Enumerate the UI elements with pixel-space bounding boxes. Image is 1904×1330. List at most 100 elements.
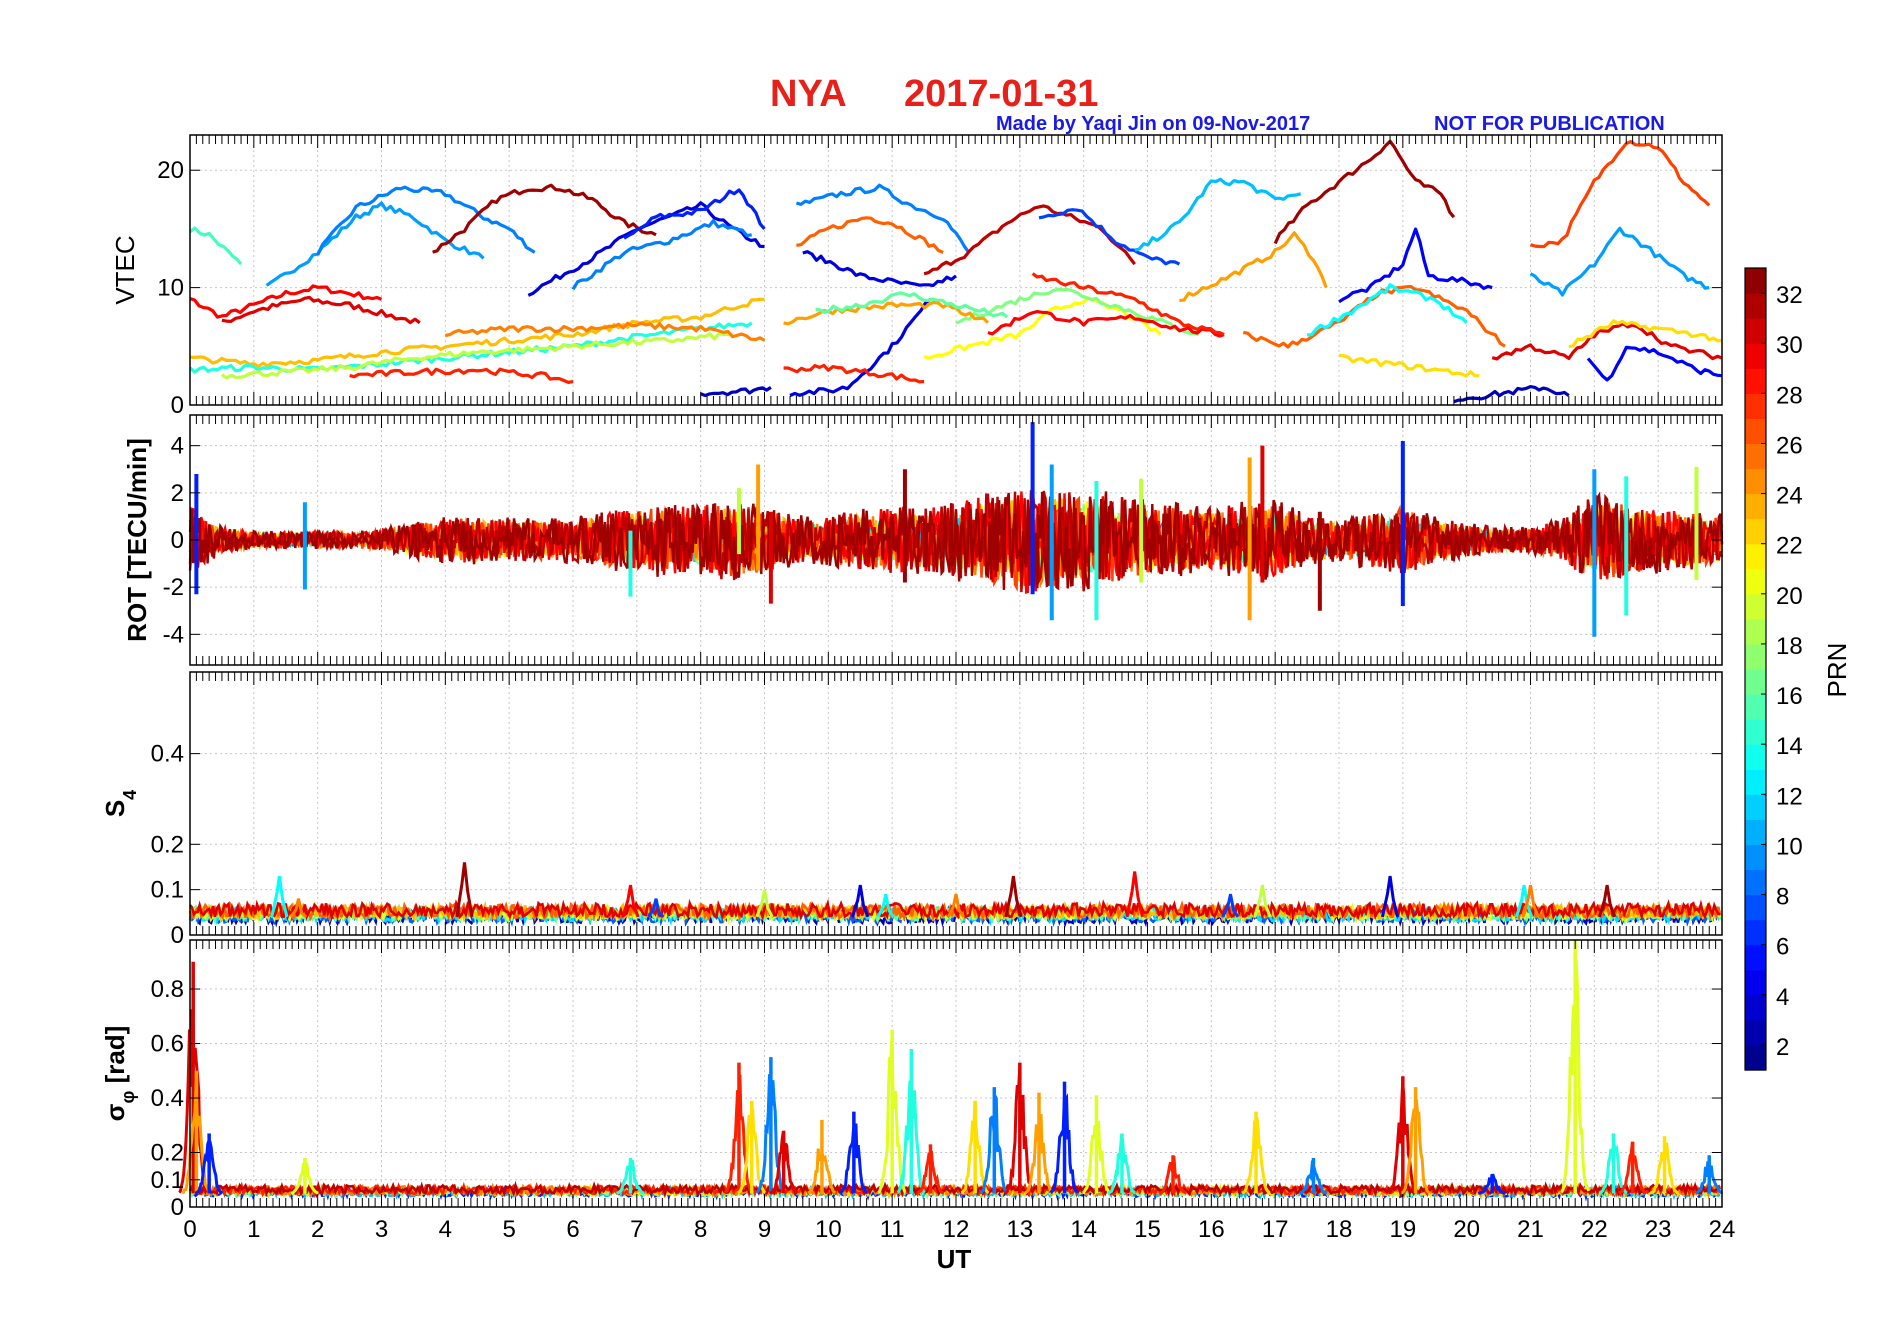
colorbar-swatch xyxy=(1745,618,1766,645)
y-axis-label-s4: S4 xyxy=(100,790,140,817)
vtec-series-prn-9 xyxy=(795,183,971,254)
colorbar-swatch xyxy=(1745,769,1766,795)
colorbar-swatch xyxy=(1745,844,1766,871)
s4-spike xyxy=(1125,871,1144,918)
colorbar-swatch xyxy=(1745,919,1766,946)
vtec-series-prn-9 xyxy=(316,185,536,256)
colorbar-tick-label: 2 xyxy=(1776,1034,1789,1061)
s4-spike xyxy=(1521,884,1540,918)
vtec-series-prn-24 xyxy=(783,300,990,326)
colorbar-swatch xyxy=(1745,969,1766,996)
x-tick-label: 24 xyxy=(1709,1216,1736,1243)
vtec-series-prn-22 xyxy=(1568,319,1723,349)
vtec-series-prn-32 xyxy=(432,183,657,254)
x-tick-label: 5 xyxy=(502,1216,515,1243)
s4-spike xyxy=(851,884,870,918)
colorbar-swatch xyxy=(1745,393,1766,419)
colorbar-swatch xyxy=(1745,719,1766,745)
x-tick-label: 6 xyxy=(566,1216,579,1243)
x-tick-label: 21 xyxy=(1517,1216,1544,1243)
y-axis-label-rot: ROT [TECU/min] xyxy=(122,438,152,642)
x-tick-label: 9 xyxy=(758,1216,771,1243)
colorbar-swatch xyxy=(1745,368,1766,394)
x-tick-label: 7 xyxy=(630,1216,643,1243)
vtec-data xyxy=(188,139,1723,404)
panel-rot: -4 -2 0 2 4 ROT [TECU/min] xyxy=(122,414,1724,666)
vtec-series-prn-11 xyxy=(1134,177,1302,252)
rot-data xyxy=(188,422,1724,637)
vtec-series-prn-25 xyxy=(444,321,766,342)
colorbar-tick-label: 22 xyxy=(1776,533,1803,560)
y-tick-label: -2 xyxy=(163,574,184,601)
y-axis-label-unit: [rad] xyxy=(100,1026,130,1091)
colorbar-tick-label: 8 xyxy=(1776,884,1789,911)
vtec-series-prn-29 xyxy=(189,284,383,319)
colorbar-swatch xyxy=(1745,418,1766,445)
colorbar-swatch xyxy=(1745,593,1766,620)
colorbar-swatch xyxy=(1745,894,1766,921)
vtec-series-prn-4 xyxy=(789,297,932,397)
y-tick-label: 4 xyxy=(171,433,184,460)
x-tick-label: 16 xyxy=(1198,1216,1225,1243)
s4-spike xyxy=(755,889,774,918)
colorbar-tick-label: 6 xyxy=(1776,934,1789,961)
colorbar-tick-label: 18 xyxy=(1776,633,1803,660)
colorbar-swatch xyxy=(1745,493,1766,520)
y-tick-label: 0.1 xyxy=(151,877,184,904)
y-tick-label: 0 xyxy=(171,1194,184,1221)
vtec-series-prn-22 xyxy=(1338,353,1480,378)
vtec-series-prn-10 xyxy=(1529,226,1710,297)
x-tick-label: 13 xyxy=(1006,1216,1033,1243)
colorbar-swatch xyxy=(1745,443,1766,470)
s4-data xyxy=(188,862,1722,928)
vtec-series-prn-24 xyxy=(1179,231,1328,303)
vtec-series-prn-9 xyxy=(571,219,752,291)
colorbar-swatch xyxy=(1745,744,1766,770)
x-tick-label: 15 xyxy=(1134,1216,1161,1243)
vtec-series-prn-4 xyxy=(802,250,957,288)
panel-s4: 0 0.1 0.2 0.4 S4 xyxy=(100,671,1723,949)
s4-series-prn-30 xyxy=(188,898,1721,922)
colorbar-swatch xyxy=(1745,694,1766,720)
vtec-series-prn-4 xyxy=(527,201,765,297)
colorbar-tick-label: 24 xyxy=(1776,483,1803,510)
colorbar-swatch xyxy=(1745,343,1766,369)
y-tick-label: 0.6 xyxy=(151,1031,184,1058)
y-tick-label: 0.4 xyxy=(151,741,184,768)
y-axis-label-vtec: VTEC xyxy=(110,235,140,304)
vtec-series-prn-7 xyxy=(1038,208,1181,266)
x-tick-label: 10 xyxy=(815,1216,842,1243)
vtec-series-prn-28 xyxy=(1031,272,1225,337)
colorbar-swatch xyxy=(1745,669,1766,695)
vtec-series-prn-28 xyxy=(783,363,925,384)
y-axis-label-sigma: σφ [rad] xyxy=(100,1026,138,1122)
vtec-series-prn-28 xyxy=(349,367,574,384)
colorbar-swatch xyxy=(1745,468,1766,495)
y-tick-label: 0 xyxy=(171,922,184,949)
colorbar-tick-label: 30 xyxy=(1776,332,1803,359)
x-axis-label: UT xyxy=(937,1244,972,1274)
vtec-series-prn-10 xyxy=(265,201,485,287)
y-tick-label: 0 xyxy=(171,527,184,554)
colorbar-swatch xyxy=(1745,1044,1766,1071)
panel-vtec: 0 10 20 VTEC xyxy=(110,134,1723,419)
vtec-series-prn-19 xyxy=(220,332,733,380)
x-tick-label: 11 xyxy=(880,1216,905,1243)
x-tick-label: 17 xyxy=(1262,1216,1289,1243)
colorbar-swatch xyxy=(1745,568,1766,595)
x-tick-label: 18 xyxy=(1326,1216,1353,1243)
colorbar-tick-label: 28 xyxy=(1776,382,1803,409)
colorbar-swatch xyxy=(1745,643,1766,670)
vtec-series-prn-26 xyxy=(796,216,944,254)
vtec-series-prn-6 xyxy=(623,188,766,240)
x-tick-label: 0 xyxy=(183,1216,196,1243)
sigma-series-prn-31 xyxy=(189,1180,1721,1199)
colorbar-swatch xyxy=(1745,869,1766,896)
vtec-series-prn-26 xyxy=(1243,284,1506,349)
vtec-series-prn-15 xyxy=(188,226,243,266)
x-tick-label: 23 xyxy=(1645,1216,1672,1243)
vtec-series-prn-27 xyxy=(1530,140,1711,249)
colorbar-swatch xyxy=(1745,518,1766,545)
vtec-series-prn-13 xyxy=(1307,283,1468,337)
